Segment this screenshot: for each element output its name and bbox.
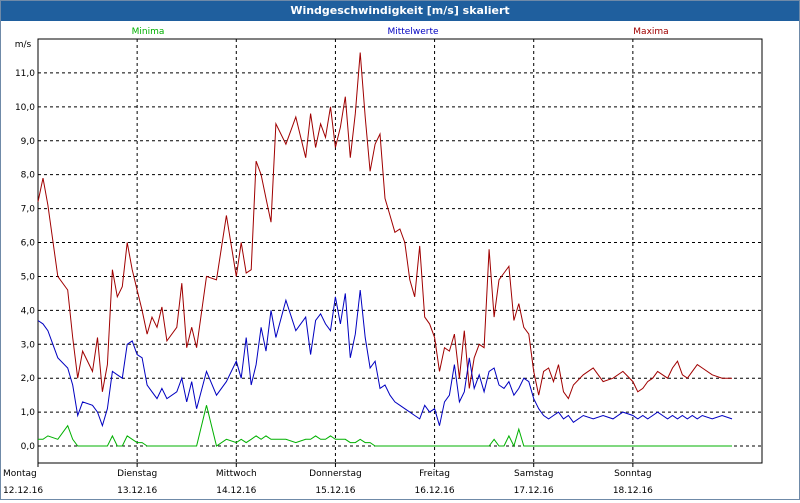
minima-line (38, 405, 732, 448)
x-tick-day: Dienstag (117, 469, 157, 479)
y-tick-label: 7,0 (21, 205, 36, 215)
legend-min: Minima (132, 27, 165, 37)
plot-frame (37, 38, 763, 464)
x-tick-day: Mittwoch (216, 469, 257, 479)
y-axis: m/s 0,0 1,0 2,0 3,0 4,0 5,0 6,0 7,0 8,0 9,0 10,0 11,… (15, 40, 36, 452)
y-tick-label: 5,0 (21, 272, 36, 282)
x-tick-date: 12.12.16 (3, 486, 43, 496)
y-tick-label: 9,0 (21, 137, 36, 147)
x-tick-day: Donnerstag (309, 469, 362, 479)
y-tick-label: 1,0 (21, 408, 36, 418)
x-tick-day: Montag (3, 469, 37, 479)
series-lines (37, 52, 733, 448)
wind-speed-chart: Minima Mittelwerte Maxima m/s 0,0 1,0 2,0 3,… (3, 27, 763, 496)
x-tick-date: 16.12.16 (415, 486, 455, 496)
y-tick-label: 6,0 (21, 239, 36, 249)
x-tick-day: Samstag (514, 469, 553, 479)
y-tick-label: 4,0 (21, 306, 36, 316)
mean-line (37, 289, 733, 428)
legend-mean: Mittelwerte (387, 27, 438, 37)
grid-lines (37, 38, 763, 464)
maxima-line (37, 52, 732, 400)
y-tick-label: 11,0 (15, 69, 35, 79)
y-tick-label: 8,0 (21, 171, 36, 181)
window-title: Windgeschwindigkeit [m/s] skaliert (1, 1, 799, 21)
x-tick-day: Freitag (419, 469, 450, 479)
y-tick-label: 2,0 (21, 374, 36, 384)
plot-area: Minima Mittelwerte Maxima m/s 0,0 1,0 2,0 3,… (1, 21, 799, 499)
y-tick-label: 10,0 (15, 103, 35, 113)
x-tick-date: 18.12.16 (613, 486, 653, 496)
x-tick-date: 14.12.16 (216, 486, 256, 496)
y-axis-label: m/s (15, 40, 32, 50)
x-tick-day: Sonntag (614, 469, 651, 479)
x-tick-date: 17.12.16 (514, 486, 554, 496)
x-axis: Montag 12.12.16 Dienstag 13.12.16 Mittwoch 14… (3, 463, 653, 496)
x-tick-date: 13.12.16 (117, 486, 157, 496)
x-tick-date: 15.12.16 (315, 486, 355, 496)
legend-max: Maxima (633, 27, 668, 37)
y-tick-label: 0,0 (21, 442, 36, 452)
y-tick-label: 3,0 (21, 340, 36, 350)
